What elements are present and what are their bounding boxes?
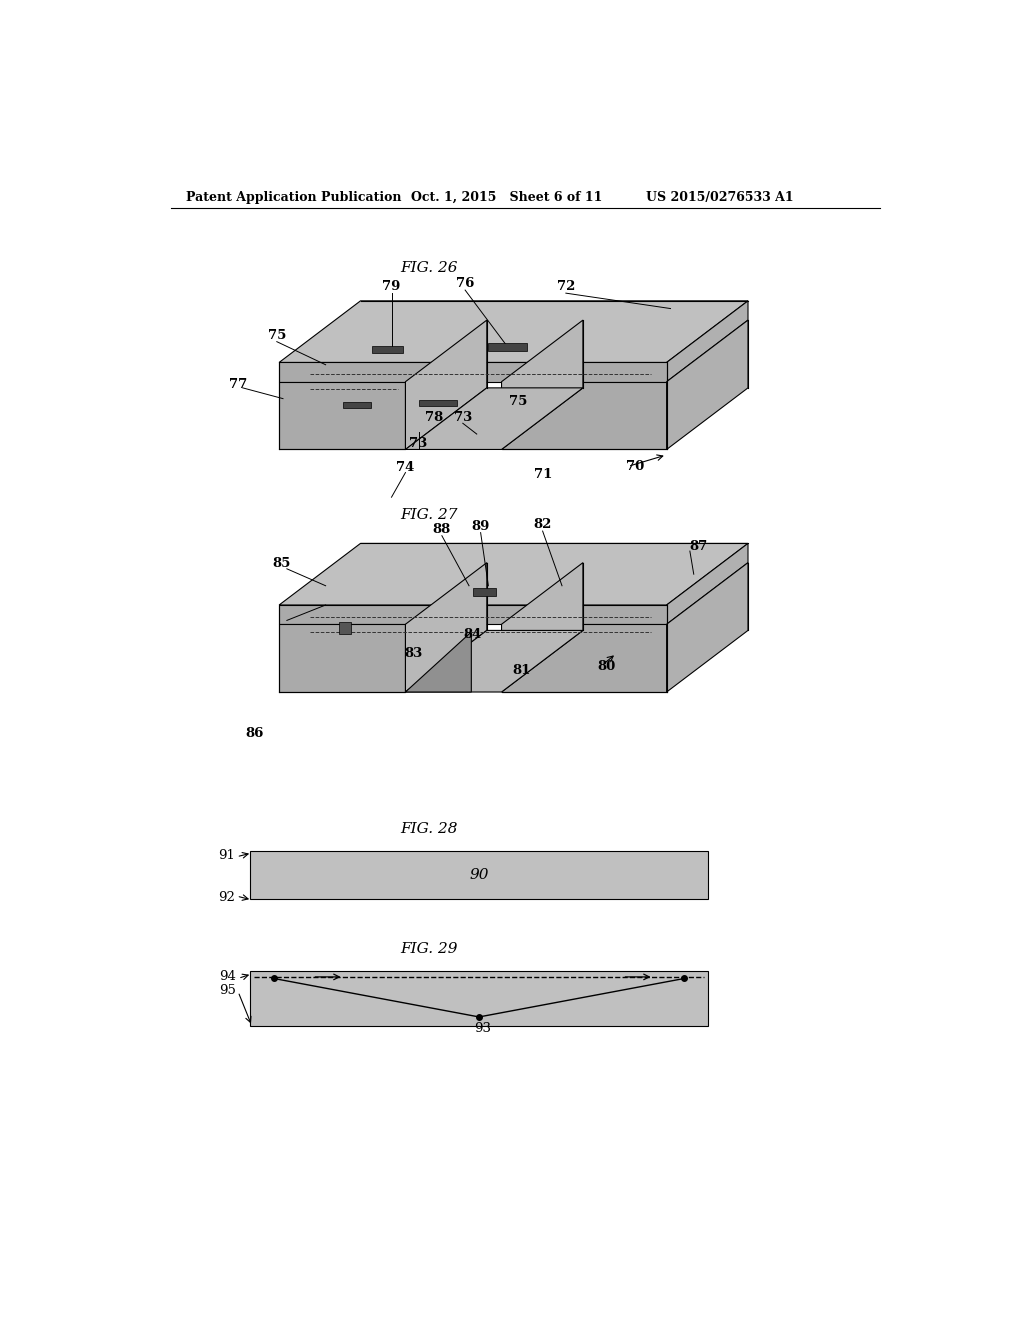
Polygon shape	[667, 562, 748, 692]
Polygon shape	[280, 624, 406, 692]
Polygon shape	[502, 624, 667, 692]
Text: 84: 84	[463, 628, 481, 640]
Polygon shape	[406, 562, 486, 692]
Polygon shape	[280, 605, 667, 624]
Text: 93: 93	[474, 1022, 492, 1035]
Polygon shape	[406, 321, 486, 449]
Text: 89: 89	[471, 520, 489, 533]
Text: 72: 72	[557, 280, 575, 293]
Polygon shape	[406, 632, 471, 692]
Text: 83: 83	[404, 647, 422, 660]
Polygon shape	[251, 970, 708, 1026]
Bar	[488, 343, 527, 351]
Text: 92: 92	[218, 891, 234, 904]
Polygon shape	[280, 381, 406, 449]
Text: 73: 73	[410, 437, 428, 450]
Text: 74: 74	[396, 462, 415, 474]
Polygon shape	[280, 301, 748, 363]
Text: 80: 80	[598, 660, 616, 673]
Text: 87: 87	[690, 540, 709, 553]
Text: 90: 90	[469, 869, 488, 882]
Polygon shape	[280, 544, 748, 605]
Text: FIG. 27: FIG. 27	[400, 508, 458, 521]
Text: 86: 86	[245, 727, 263, 741]
Polygon shape	[406, 388, 583, 449]
Bar	[473, 589, 496, 595]
Polygon shape	[502, 321, 583, 449]
Bar	[419, 400, 458, 407]
Text: 95: 95	[219, 983, 237, 997]
Bar	[339, 622, 351, 635]
Polygon shape	[502, 562, 583, 692]
Text: 78: 78	[425, 411, 443, 424]
Text: 82: 82	[534, 519, 552, 532]
Text: 75: 75	[509, 395, 527, 408]
Text: 91: 91	[218, 849, 234, 862]
Text: 71: 71	[535, 467, 553, 480]
Polygon shape	[280, 363, 667, 381]
Text: US 2015/0276533 A1: US 2015/0276533 A1	[646, 191, 794, 203]
Text: FIG. 26: FIG. 26	[400, 261, 458, 276]
Text: Oct. 1, 2015   Sheet 6 of 11: Oct. 1, 2015 Sheet 6 of 11	[411, 191, 602, 203]
Polygon shape	[667, 301, 748, 381]
Bar	[343, 401, 371, 408]
Bar	[372, 346, 403, 354]
Polygon shape	[667, 544, 748, 624]
Text: 88: 88	[433, 523, 451, 536]
Polygon shape	[667, 321, 748, 449]
Text: 81: 81	[513, 664, 530, 677]
Text: 75: 75	[267, 329, 286, 342]
Text: 73: 73	[454, 411, 472, 424]
Polygon shape	[502, 381, 667, 449]
Text: 94: 94	[219, 970, 237, 983]
Text: Patent Application Publication: Patent Application Publication	[186, 191, 401, 203]
Polygon shape	[251, 851, 708, 899]
Text: FIG. 29: FIG. 29	[400, 942, 458, 956]
Text: 77: 77	[229, 379, 247, 391]
Polygon shape	[406, 631, 583, 692]
Text: 76: 76	[456, 277, 474, 290]
Text: FIG. 28: FIG. 28	[400, 822, 458, 836]
Text: 79: 79	[382, 280, 400, 293]
Text: 70: 70	[626, 459, 644, 473]
Text: 85: 85	[272, 557, 291, 570]
